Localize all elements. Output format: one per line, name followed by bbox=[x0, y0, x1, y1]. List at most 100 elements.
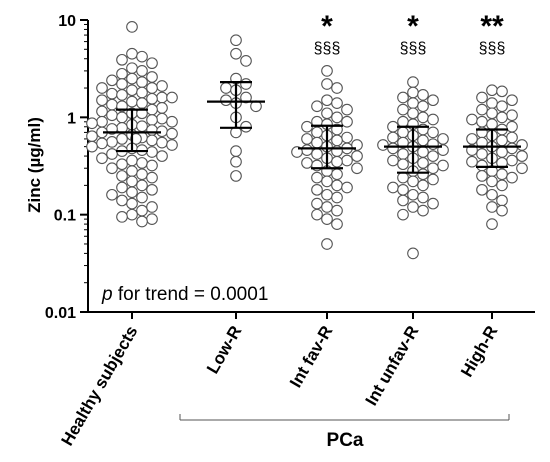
data-point bbox=[397, 183, 409, 196]
data-point bbox=[397, 148, 409, 160]
data-point bbox=[486, 84, 498, 97]
data-point bbox=[146, 57, 158, 70]
data-point bbox=[146, 213, 158, 225]
data-point bbox=[126, 84, 138, 97]
data-point bbox=[321, 201, 333, 213]
data-point bbox=[387, 181, 399, 194]
data-point bbox=[146, 183, 158, 196]
data-point bbox=[331, 155, 343, 168]
data-point bbox=[146, 82, 158, 94]
data-point bbox=[86, 140, 98, 153]
data-point bbox=[427, 113, 439, 126]
data-point bbox=[311, 126, 323, 139]
data-point bbox=[136, 215, 148, 228]
data-point bbox=[146, 92, 158, 105]
y-axis-label: Zinc (µg/ml) bbox=[25, 117, 44, 213]
data-point bbox=[417, 179, 429, 192]
data-point bbox=[156, 102, 168, 114]
data-point bbox=[311, 197, 323, 210]
x-tick-label: Int fav-R bbox=[286, 323, 336, 391]
data-point bbox=[146, 103, 158, 116]
data-point bbox=[301, 144, 313, 157]
data-point bbox=[126, 154, 138, 167]
data-point bbox=[437, 133, 449, 145]
data-point bbox=[351, 150, 363, 162]
data-point bbox=[96, 115, 108, 128]
data-point bbox=[230, 145, 242, 157]
y-tick-label: 0.1 bbox=[54, 208, 76, 225]
data-point bbox=[476, 115, 488, 128]
data-point bbox=[397, 91, 409, 104]
data-point bbox=[146, 171, 158, 184]
data-point bbox=[331, 97, 343, 109]
data-point bbox=[126, 186, 138, 199]
data-point bbox=[301, 157, 313, 169]
significance-stars: * bbox=[321, 10, 333, 43]
data-point bbox=[496, 146, 508, 158]
data-point bbox=[240, 55, 252, 67]
data-point bbox=[397, 115, 409, 128]
data-point bbox=[136, 76, 148, 88]
data-point bbox=[126, 72, 138, 85]
data-point bbox=[321, 175, 333, 188]
data-point bbox=[106, 188, 118, 201]
data-point bbox=[230, 47, 242, 60]
data-point bbox=[156, 91, 168, 104]
data-point bbox=[496, 157, 508, 169]
significance-sections: §§§ bbox=[314, 40, 341, 57]
data-point bbox=[506, 142, 518, 155]
data-point bbox=[220, 94, 232, 107]
data-point bbox=[397, 126, 409, 139]
significance-stars: * bbox=[407, 10, 419, 43]
data-point bbox=[136, 191, 148, 204]
data-point bbox=[96, 105, 108, 118]
data-point bbox=[311, 136, 323, 149]
data-point bbox=[397, 208, 409, 221]
data-point bbox=[126, 21, 138, 33]
data-point bbox=[427, 138, 439, 151]
data-point bbox=[106, 135, 118, 148]
data-point bbox=[106, 109, 118, 122]
data-point bbox=[166, 139, 178, 151]
data-point bbox=[156, 136, 168, 149]
data-point bbox=[407, 247, 419, 260]
data-point bbox=[96, 82, 108, 94]
data-point bbox=[106, 74, 118, 87]
data-point bbox=[387, 142, 399, 155]
data-point bbox=[166, 127, 178, 140]
data-point bbox=[476, 183, 488, 196]
data-point bbox=[136, 179, 148, 192]
data-point bbox=[496, 204, 508, 217]
data-point bbox=[126, 208, 138, 221]
data-point bbox=[106, 87, 118, 100]
data-point bbox=[506, 94, 518, 107]
data-point bbox=[486, 118, 498, 131]
data-point bbox=[417, 89, 429, 101]
data-point bbox=[331, 218, 343, 230]
data-point bbox=[407, 107, 419, 120]
data-point bbox=[156, 80, 168, 92]
data-point bbox=[116, 67, 128, 80]
data-point bbox=[516, 162, 528, 175]
data-point bbox=[427, 150, 439, 162]
data-point bbox=[407, 86, 419, 99]
data-point bbox=[301, 120, 313, 133]
data-point bbox=[397, 103, 409, 116]
data-point bbox=[516, 139, 528, 151]
data-point bbox=[136, 97, 148, 109]
data-point bbox=[387, 120, 399, 133]
data-point bbox=[407, 188, 419, 201]
data-point bbox=[476, 159, 488, 172]
p-symbol: p bbox=[101, 284, 113, 305]
data-point bbox=[341, 181, 353, 194]
data-point bbox=[321, 107, 333, 120]
data-point bbox=[240, 91, 252, 104]
data-point bbox=[397, 158, 409, 171]
data-point bbox=[496, 179, 508, 192]
data-point bbox=[331, 204, 343, 217]
data-point bbox=[506, 120, 518, 133]
data-point bbox=[321, 213, 333, 225]
data-point bbox=[486, 201, 498, 213]
x-tick-label: Healthy subjects bbox=[57, 323, 141, 450]
